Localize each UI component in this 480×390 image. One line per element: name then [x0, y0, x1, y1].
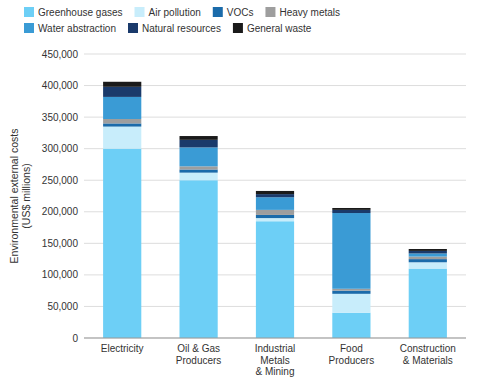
bar-segment: [180, 173, 218, 181]
x-tick-label: Electricity: [101, 343, 144, 354]
y-tick-label: 150,000: [42, 238, 79, 249]
bar-segment: [180, 140, 218, 148]
bar-segment: [332, 313, 370, 338]
legend-swatch: [135, 7, 145, 17]
bar-segment: [332, 213, 370, 289]
legend-swatch: [24, 7, 34, 17]
bar-segment: [256, 194, 294, 197]
legend-label: Natural resources: [142, 23, 221, 34]
y-tick-label: 300,000: [42, 143, 79, 154]
x-tick-labels: Electricity Oil & GasProducers IndustrialM…: [101, 343, 456, 377]
legend-label: Air pollution: [149, 7, 201, 18]
bar-segment: [103, 123, 141, 126]
bar-segment: [409, 257, 447, 260]
legend-swatch: [213, 7, 223, 17]
grid-line: [84, 54, 466, 55]
bars: [103, 82, 447, 338]
bar-segment: [180, 136, 218, 140]
bar-segment: [103, 149, 141, 338]
y-tick-label: 250,000: [42, 175, 79, 186]
bar-segment: [180, 147, 218, 166]
bar-segment: [409, 253, 447, 256]
y-tick-label: 200,000: [42, 206, 79, 217]
x-tick-label: Construction& Materials: [400, 343, 456, 366]
y-tick-label: 350,000: [42, 112, 79, 123]
bar-segment: [256, 191, 294, 194]
legend-swatch: [265, 7, 275, 17]
y-tick-label: 100,000: [42, 269, 79, 280]
bar-segment: [103, 127, 141, 149]
y-tick-labels: 0 50,000 100,000 150,000 200,000 250,000 300,0…: [42, 49, 79, 344]
bar-segment: [332, 210, 370, 213]
bar-segment: [332, 208, 370, 210]
y-tick-label: 0: [72, 333, 78, 344]
chart: 0 50,000 100,000 150,000 200,000 250,000 300,0…: [0, 0, 480, 390]
grid-line: [84, 338, 466, 339]
bar-segment: [409, 259, 447, 262]
y-tick-label: 50,000: [47, 301, 78, 312]
bar-segment: [180, 180, 218, 338]
legend-label: General waste: [247, 23, 312, 34]
y-axis-label: Environmental external costs(US$ million…: [8, 129, 33, 264]
x-tick-label: FoodProducers: [329, 343, 375, 366]
bar-segment: [103, 119, 141, 123]
legend-label: Heavy metals: [279, 7, 340, 18]
x-axis-line: [84, 338, 466, 339]
bar-segment: [256, 197, 294, 210]
y-tick-label: 400,000: [42, 80, 79, 91]
bar-segment: [332, 291, 370, 294]
legend-label: VOCs: [227, 7, 254, 18]
bar-segment: [256, 221, 294, 338]
legend-swatch: [128, 23, 138, 33]
legend-label: Greenhouse gases: [38, 7, 123, 18]
bar-segment: [103, 82, 141, 87]
bar-segment: [180, 166, 218, 169]
grid: [84, 54, 466, 338]
bar-segment: [332, 294, 370, 313]
legend: Greenhouse gases Air pollution VOCs Heavy m…: [24, 7, 340, 34]
y-tick-label: 450,000: [42, 49, 79, 60]
bar-segment: [409, 262, 447, 268]
bar-segment: [409, 251, 447, 254]
bar-segment: [256, 218, 294, 221]
bar-segment: [180, 169, 218, 172]
bar-segment: [332, 289, 370, 291]
bar-segment: [103, 97, 141, 119]
bar-segment: [409, 269, 447, 338]
bar-segment: [103, 87, 141, 97]
x-tick-label: Oil & GasProducers: [176, 343, 222, 366]
bar-segment: [256, 215, 294, 218]
bar-segment: [256, 210, 294, 215]
x-tick-label: IndustrialMetals& Mining: [255, 343, 296, 377]
legend-label: Water abstraction: [38, 23, 116, 34]
legend-swatch: [233, 23, 243, 33]
bar-segment: [409, 249, 447, 251]
legend-swatch: [24, 23, 34, 33]
